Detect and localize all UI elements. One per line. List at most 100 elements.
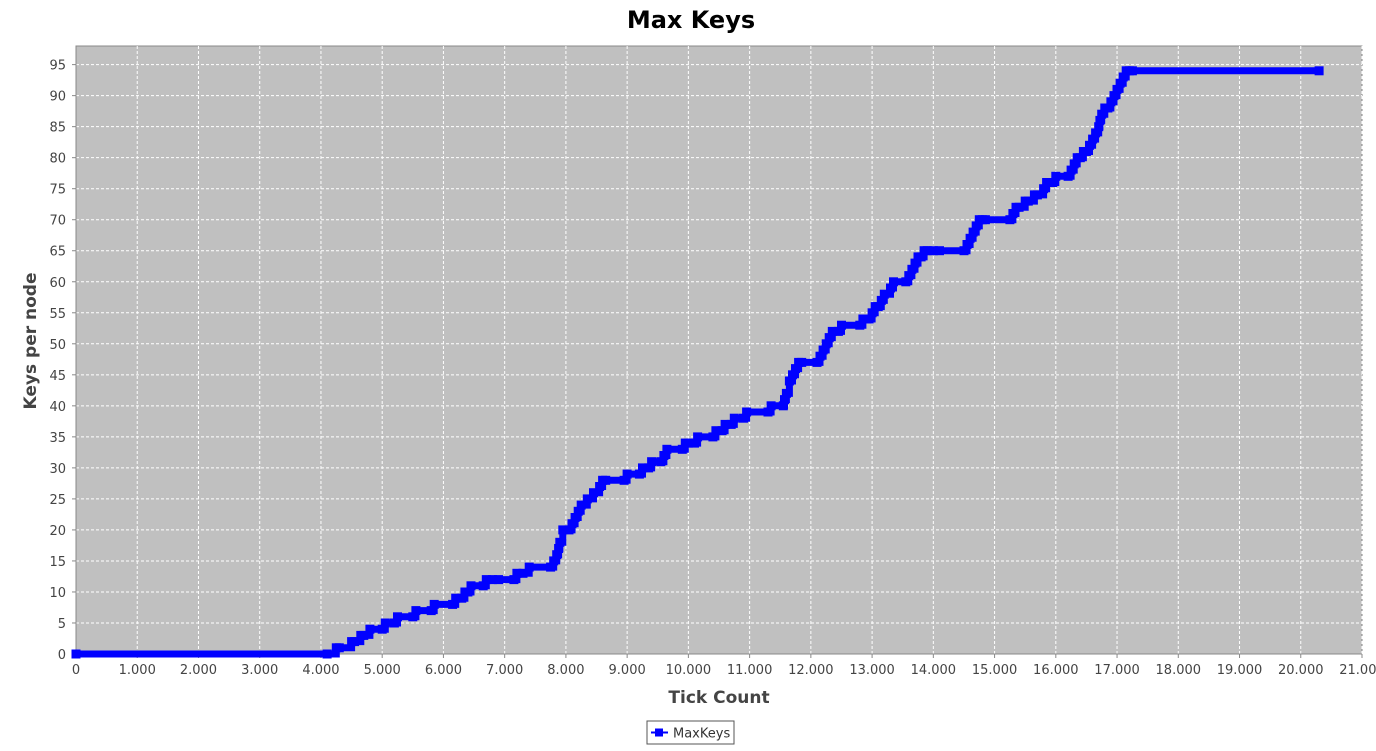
data-point bbox=[827, 326, 837, 336]
data-point bbox=[1063, 171, 1073, 181]
x-tick-label: 19.000 bbox=[1217, 663, 1263, 678]
y-tick-label: 20 bbox=[49, 524, 66, 539]
y-tick-label: 45 bbox=[49, 369, 66, 384]
data-point bbox=[1091, 128, 1101, 138]
data-point bbox=[677, 444, 687, 454]
data-point bbox=[837, 320, 846, 330]
data-point bbox=[867, 308, 877, 318]
data-point bbox=[573, 506, 583, 516]
data-point bbox=[411, 606, 421, 616]
x-tick-label: 14.000 bbox=[911, 663, 957, 678]
data-point bbox=[451, 593, 461, 603]
data-point bbox=[833, 326, 843, 336]
data-point bbox=[818, 345, 828, 355]
y-tick-label: 10 bbox=[49, 586, 66, 601]
x-tick-label: 21.000 bbox=[1339, 663, 1376, 678]
data-point bbox=[864, 314, 874, 324]
data-point bbox=[855, 320, 865, 330]
y-tick-label: 90 bbox=[49, 90, 66, 105]
data-point bbox=[928, 246, 938, 256]
data-point bbox=[784, 376, 794, 386]
data-point bbox=[567, 519, 577, 529]
data-point bbox=[393, 612, 402, 622]
y-tick-label: 40 bbox=[49, 400, 66, 415]
data-point bbox=[457, 593, 467, 603]
x-axis-label: Tick Count bbox=[668, 688, 769, 708]
data-point bbox=[1115, 78, 1125, 88]
y-tick-label: 50 bbox=[49, 338, 66, 353]
data-point bbox=[821, 339, 831, 349]
data-point bbox=[791, 364, 800, 374]
data-point bbox=[904, 271, 914, 281]
data-point bbox=[619, 475, 629, 485]
data-point bbox=[589, 488, 598, 498]
data-point bbox=[1075, 153, 1085, 163]
data-point bbox=[1042, 178, 1052, 187]
data-point bbox=[922, 246, 932, 256]
data-point bbox=[739, 413, 748, 423]
legend-box bbox=[646, 720, 735, 745]
x-tick-label: 11.000 bbox=[727, 663, 773, 678]
data-point bbox=[729, 413, 739, 423]
legend-label-maxkeys: MaxKeys bbox=[673, 727, 730, 742]
data-point bbox=[788, 370, 797, 380]
data-point bbox=[1051, 171, 1061, 181]
data-point bbox=[448, 599, 458, 609]
data-point bbox=[907, 264, 917, 274]
data-point bbox=[1039, 184, 1049, 194]
data-point bbox=[1127, 66, 1137, 76]
data-point bbox=[980, 215, 990, 225]
x-tick-label: 6.000 bbox=[425, 663, 462, 678]
data-point bbox=[389, 618, 399, 628]
data-point bbox=[1097, 109, 1107, 119]
data-point bbox=[518, 568, 528, 578]
data-point bbox=[901, 277, 911, 287]
data-point bbox=[742, 407, 752, 417]
x-tick-label: 9.000 bbox=[609, 663, 646, 678]
series-maxkeys bbox=[71, 66, 1324, 659]
data-point bbox=[1069, 159, 1079, 169]
data-point bbox=[601, 475, 611, 485]
data-point bbox=[1066, 165, 1076, 175]
data-point bbox=[962, 240, 972, 249]
data-point bbox=[647, 457, 657, 467]
data-point bbox=[582, 494, 592, 504]
x-tick-label: 17.000 bbox=[1094, 663, 1140, 678]
y-tick-label: 15 bbox=[49, 555, 66, 570]
data-point bbox=[1014, 202, 1024, 212]
data-point bbox=[959, 246, 969, 256]
data-point bbox=[766, 401, 776, 411]
y-tick-label: 70 bbox=[49, 214, 66, 229]
legend-square-marker bbox=[655, 728, 663, 737]
data-point bbox=[693, 432, 703, 442]
data-point bbox=[429, 599, 439, 609]
data-point bbox=[478, 581, 488, 591]
y-tick-label: 25 bbox=[49, 493, 66, 508]
data-point bbox=[524, 562, 534, 572]
data-point bbox=[708, 432, 718, 442]
x-tick-label: 15.000 bbox=[972, 663, 1018, 678]
data-point bbox=[812, 357, 822, 367]
y-tick-label: 30 bbox=[49, 462, 66, 477]
y-tick-label: 95 bbox=[49, 59, 66, 74]
data-point bbox=[659, 451, 669, 460]
data-point bbox=[876, 295, 886, 305]
x-tick-label: 7.000 bbox=[486, 663, 523, 678]
data-point bbox=[824, 333, 834, 343]
x-tick-label: 5.000 bbox=[364, 663, 401, 678]
data-point bbox=[1314, 66, 1324, 76]
x-tick-label: 16.000 bbox=[1033, 663, 1079, 678]
data-point bbox=[683, 438, 693, 448]
data-point bbox=[1048, 178, 1058, 187]
data-point bbox=[763, 407, 773, 417]
data-point bbox=[690, 438, 699, 448]
data-point bbox=[815, 351, 825, 361]
y-tick-label: 35 bbox=[49, 431, 66, 446]
data-point bbox=[426, 606, 436, 616]
data-point bbox=[781, 388, 791, 398]
plot-area bbox=[75, 45, 1363, 655]
y-tick-label: 65 bbox=[49, 245, 66, 260]
data-point bbox=[1005, 215, 1015, 225]
data-point bbox=[481, 575, 491, 585]
